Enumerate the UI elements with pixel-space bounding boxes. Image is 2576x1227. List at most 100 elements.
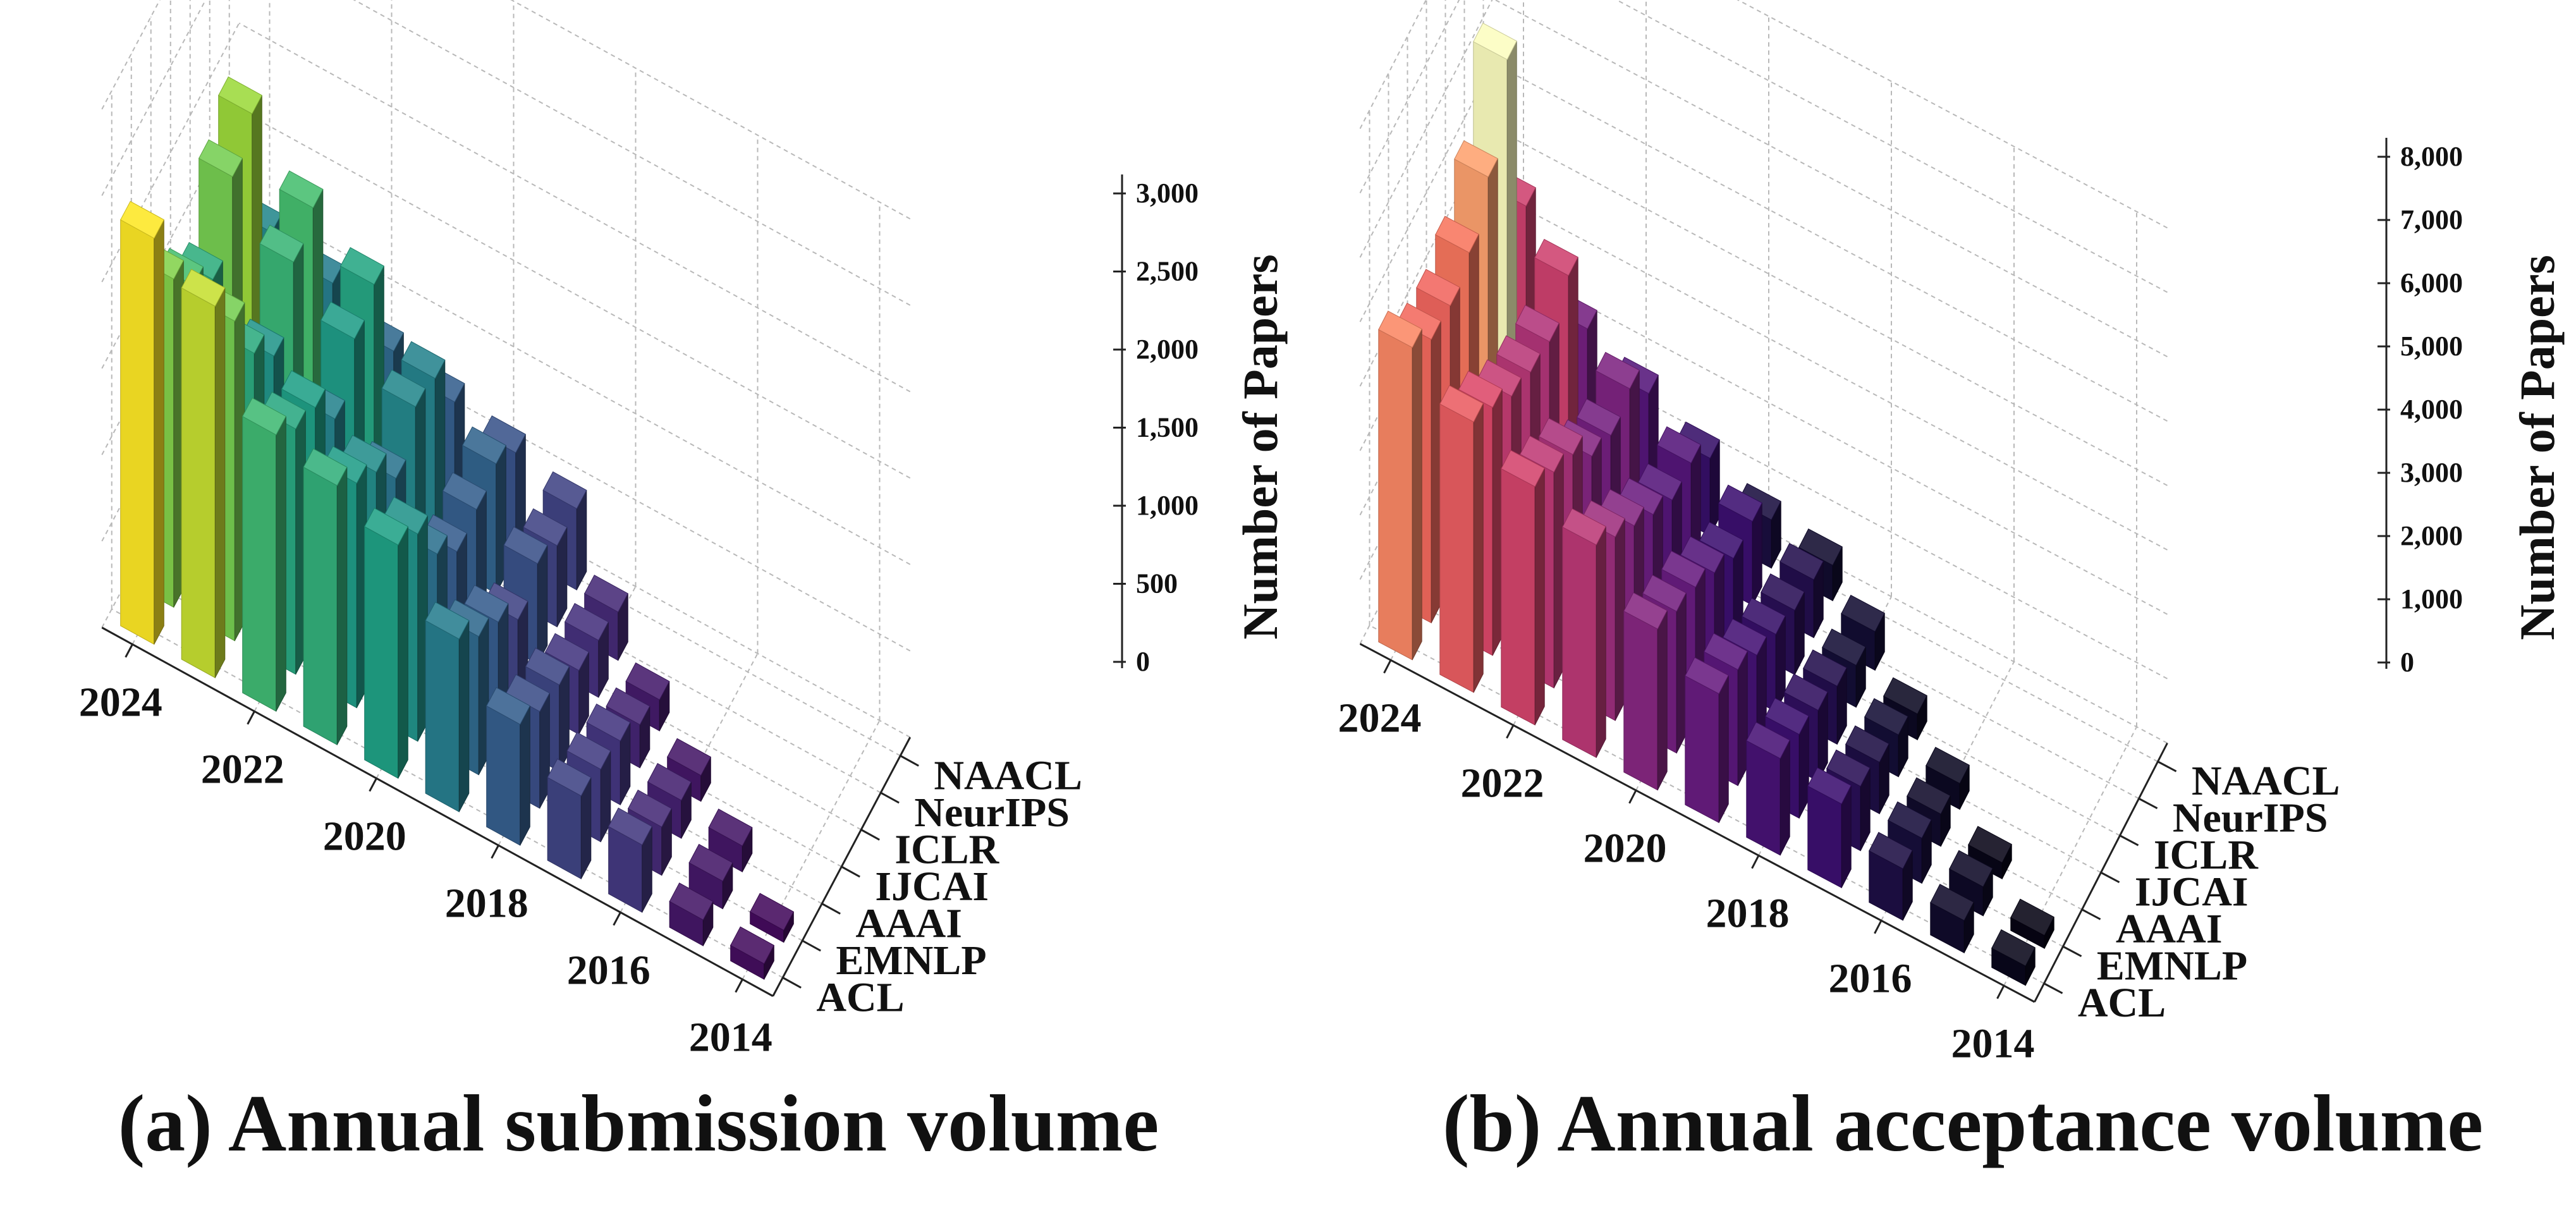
z-tick-label: 3,000 [2400,457,2463,488]
bar-ACL-2024 [1378,310,1422,661]
panel-b-z-axis: 0 1,000 2,000 3,000 4,000 5,000 6,000 7,000 8,00… [2378,138,2565,678]
bar-EMNLP-2014 [750,893,794,943]
conference-tick-mark [2043,982,2063,994]
conference-tick-label: ACL [816,975,904,1021]
conference-tick-label: EMNLP [2097,943,2247,989]
year-tick-label: 2018 [445,880,528,926]
panel-a-year-ticks: 2014 2016 2018 2020 2022 2024 [79,644,772,1060]
z-tick-label: 2,500 [1136,256,1199,287]
z-tick-label: 2,000 [2400,520,2463,551]
conference-tick-mark [841,865,860,878]
bar-ACL-2023 [181,269,226,679]
conference-tick-label: NAACL [934,753,1082,799]
bar-IJCAI-2016 [1926,747,1970,810]
conference-tick-mark [880,791,900,804]
bar-EMNLP-2015 [1949,850,1993,917]
z-tick-label: 1,500 [1136,412,1199,443]
year-tick-label: 2024 [1338,695,1422,741]
year-tick-mark [1996,985,2005,999]
bar-ACL-2019 [425,601,470,813]
bar-ACL-2019 [1685,657,1729,824]
z-tick-label: 7,000 [2400,204,2463,235]
conference-tick-label: NAACL [2192,758,2340,804]
x-axis-line [101,626,774,998]
bar-ACL-2024 [120,200,164,645]
bar-ACL-2021 [303,448,348,746]
z-tick-label: 4,000 [2400,394,2463,425]
z-tick-label: 5,000 [2400,331,2463,362]
year-tick-label: 2016 [567,947,650,993]
bar-ACL-2020 [364,508,408,779]
z-tick-label: 1,000 [2400,583,2463,614]
panel-a-z-axis: 0 500 1,000 1,500 2,000 2,500 3,000 Number of P… [1113,174,1288,677]
conference-tick-label: NeurIPS [914,790,1070,836]
conference-tick-mark [2157,760,2177,772]
bar-ACL-2021 [1562,508,1606,759]
x-axis-line [1359,643,2036,1003]
year-tick-label: 2014 [689,1014,772,1060]
year-tick-mark [1383,659,1392,674]
year-tick-mark [125,644,133,658]
bar-ACL-2015 [1930,884,1974,954]
year-tick-mark [1506,724,1515,739]
conference-tick-label: ICLR [2154,832,2259,878]
year-tick-label: 2024 [79,679,162,725]
z-axis-label: Number of Papers [2510,255,2565,640]
z-tick-label: 6,000 [2400,267,2463,298]
conference-tick-label: ICLR [894,827,999,873]
year-tick-mark [369,778,377,792]
conference-tick-label: AAAI [855,901,962,947]
bar-ACL-2017 [1807,767,1852,889]
conference-tick-mark [2119,834,2139,846]
conference-tick-mark [860,829,880,841]
panel-b-bars [1378,22,2054,986]
year-tick-label: 2022 [1461,760,1544,806]
bar-ACL-2014 [1991,929,2036,986]
year-tick-mark [247,711,255,725]
conference-tick-mark [900,755,919,767]
year-tick-mark [491,845,499,859]
bar-ACL-2023 [1439,385,1484,693]
conference-tick-mark [821,903,841,915]
conference-tick-mark [2081,908,2101,920]
conference-tick-label: IJCAI [875,864,989,910]
year-tick-label: 2014 [1951,1020,2035,1066]
panel-a-title: (a) Annual submission volume [118,1078,1159,1168]
year-tick-mark [1628,790,1637,804]
panel-a-bars [120,76,794,980]
conference-tick-label: NeurIPS [2173,795,2328,841]
bar-AAAI-2015 [1968,826,2012,880]
bar-ACL-2018 [486,687,530,846]
panel-a-submission: 2014 2016 2018 2020 2022 2024 ACLEMNLPAAAIIJCA… [79,0,1288,1060]
year-tick-mark [613,912,621,926]
conference-tick-label: EMNLP [836,937,986,984]
z-tick-label: 3,000 [1136,178,1199,209]
panel-b-title: (b) Annual acceptance volume [1443,1078,2483,1168]
conference-tick-mark [2138,797,2158,810]
conference-tick-mark [782,977,802,989]
z-tick-label: 500 [1136,568,1178,599]
conference-tick-mark [2100,871,2120,884]
bar-EMNLP-2014 [2010,898,2054,949]
bar-ACL-2022 [1501,449,1545,726]
year-tick-mark [1874,920,1883,934]
conference-tick-mark [2062,945,2082,958]
z-tick-label: 2,000 [1136,334,1199,365]
year-tick-label: 2018 [1706,890,1790,936]
z-axis-label: Number of Papers [1233,254,1288,640]
conference-tick-label: AAAI [2116,906,2223,952]
z-tick-label: 8,000 [2400,141,2463,172]
conference-tick-mark [802,939,821,952]
year-tick-label: 2020 [323,813,406,859]
z-tick-label: 0 [1136,646,1150,677]
z-tick-label: 1,000 [1136,490,1199,521]
panel-b-year-ticks: 2014 2016 2018 2020 2022 2024 [1338,659,2035,1066]
conference-tick-label: ACL [2078,980,2166,1026]
bar-ACL-2022 [242,397,286,712]
conference-tick-label: IJCAI [2135,869,2249,915]
bar-ACL-2016 [1869,832,1913,921]
bar-ACL-2020 [1623,592,1668,791]
